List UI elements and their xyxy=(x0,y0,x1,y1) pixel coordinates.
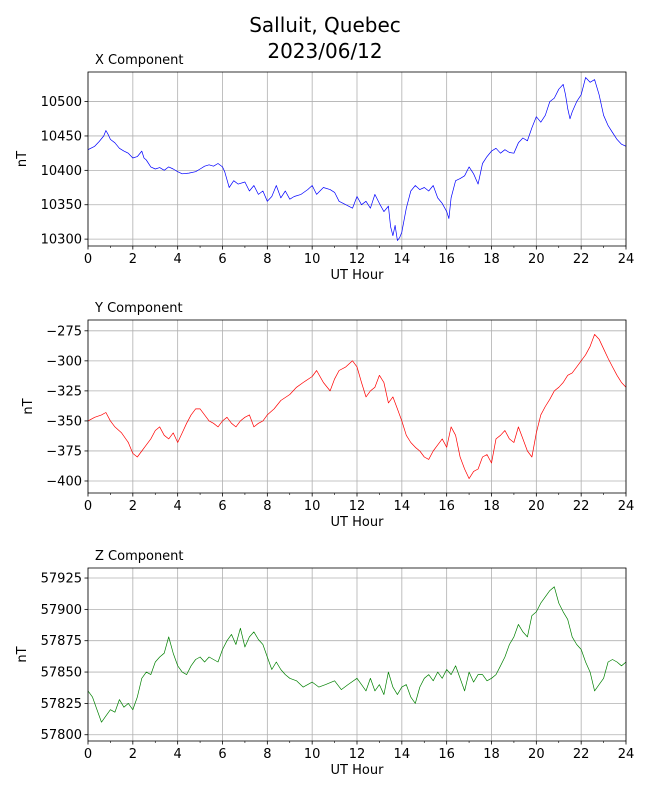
panel-1-xtick-label: 4 xyxy=(174,252,182,267)
panel-1-xtick-label: 10 xyxy=(304,252,321,267)
panel-3-xtick-label: 20 xyxy=(528,747,545,762)
panel-3-ytick-label: 57800 xyxy=(41,728,82,743)
panel-1-xtick-label: 12 xyxy=(349,252,366,267)
panel-2-xtick-label: 12 xyxy=(349,499,366,514)
panel-1-xtick-label: 16 xyxy=(438,252,455,267)
panel-3-xtick-label: 0 xyxy=(84,747,92,762)
panel-3-xtick-label: 12 xyxy=(349,747,366,762)
panel-1-title: X Component xyxy=(95,53,184,68)
panel-1-xtick-label: 24 xyxy=(618,252,635,267)
panel-2-xlabel: UT Hour xyxy=(331,515,385,530)
panel-2-xtick-label: 6 xyxy=(218,499,226,514)
panel-3-title: Z Component xyxy=(95,549,184,564)
panel-3-ytick-label: 57850 xyxy=(41,666,82,681)
panel-1-xtick-label: 14 xyxy=(394,252,411,267)
panel-1-xtick-label: 2 xyxy=(129,252,137,267)
panel-1-xlabel: UT Hour xyxy=(331,268,385,283)
panel-1-xtick-label: 18 xyxy=(483,252,500,267)
panel-3-series-line xyxy=(88,586,626,723)
panel-1-xtick-label: 20 xyxy=(528,252,545,267)
panel-2: 0 2 4 6 8 10 12 14 16 18 20 22 24−400−375−350−325−30… xyxy=(21,301,634,530)
panel-3-xtick-label: 22 xyxy=(573,747,590,762)
panel-2-xtick-label: 10 xyxy=(304,499,321,514)
panel-1-ytick-label: 10350 xyxy=(41,198,82,213)
panel-3-xtick-label: 24 xyxy=(618,747,635,762)
panel-1-series-line xyxy=(88,77,626,241)
panel-1-xtick-label: 8 xyxy=(263,252,271,267)
figure-title-location: Salluit, Quebec xyxy=(249,13,401,37)
panel-1-xtick-label: 0 xyxy=(84,252,92,267)
panel-3: 0 2 4 6 8 10 12 14 16 18 20 22 245780057825578505787… xyxy=(15,549,634,778)
panel-2-ytick-label: −400 xyxy=(46,474,82,489)
panel-3-xtick-label: 8 xyxy=(263,747,271,762)
panel-3-xtick-label: 18 xyxy=(483,747,500,762)
figure-title-date: 2023/06/12 xyxy=(267,39,383,63)
panel-1-ylabel: nT xyxy=(15,151,30,167)
panel-2-ytick-label: −300 xyxy=(46,354,82,369)
panel-1-ytick-label: 10450 xyxy=(41,129,82,144)
panel-1-ytick-label: 10400 xyxy=(41,164,82,179)
panel-3-xtick-label: 2 xyxy=(129,747,137,762)
panel-3-ytick-label: 57925 xyxy=(41,572,82,587)
panel-3-xtick-label: 14 xyxy=(394,747,411,762)
panel-3-ytick-label: 57825 xyxy=(41,697,82,712)
panel-1-xtick-label: 6 xyxy=(218,252,226,267)
panel-3-xlabel: UT Hour xyxy=(331,763,385,778)
panel-2-xtick-label: 16 xyxy=(438,499,455,514)
panel-2-xtick-label: 14 xyxy=(394,499,411,514)
panel-2-ytick-label: −375 xyxy=(46,444,82,459)
panel-2-ytick-label: −325 xyxy=(46,384,82,399)
panel-3-xtick-label: 16 xyxy=(438,747,455,762)
panel-2-xtick-label: 0 xyxy=(84,499,92,514)
panel-2-xtick-label: 18 xyxy=(483,499,500,514)
panel-2-title: Y Component xyxy=(94,301,183,316)
panel-1-ytick-label: 10500 xyxy=(41,95,82,110)
panel-1-ytick-label: 10300 xyxy=(41,233,82,248)
panel-2-xtick-label: 20 xyxy=(528,499,545,514)
panel-2-ylabel: nT xyxy=(21,398,36,414)
panel-2-series-line xyxy=(88,334,626,479)
panel-2-xtick-label: 24 xyxy=(618,499,635,514)
panel-3-xtick-label: 4 xyxy=(174,747,182,762)
panel-1-xtick-label: 22 xyxy=(573,252,590,267)
panel-2-xtick-label: 22 xyxy=(573,499,590,514)
panel-3-ytick-label: 57900 xyxy=(41,603,82,618)
panel-2-xtick-label: 8 xyxy=(263,499,271,514)
panel-2-ytick-label: −275 xyxy=(46,324,82,339)
panel-1: 0 2 4 6 8 10 12 14 16 18 20 22 241030010350104001045… xyxy=(15,53,634,283)
panel-2-ytick-label: −350 xyxy=(46,414,82,429)
panel-3-xtick-label: 10 xyxy=(304,747,321,762)
panel-3-ylabel: nT xyxy=(15,646,30,662)
panel-3-ytick-label: 57875 xyxy=(41,634,82,649)
panel-3-xtick-label: 6 xyxy=(218,747,226,762)
panel-2-xtick-label: 2 xyxy=(129,499,137,514)
panel-2-xtick-label: 4 xyxy=(174,499,182,514)
